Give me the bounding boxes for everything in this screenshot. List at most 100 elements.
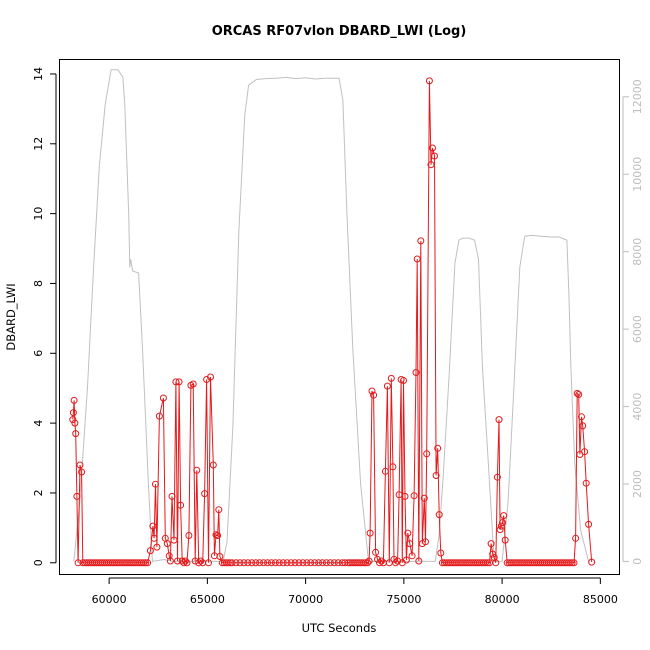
data-point xyxy=(341,559,349,567)
data-point xyxy=(180,559,188,567)
data-point xyxy=(330,559,338,567)
data-point xyxy=(387,374,395,382)
data-point xyxy=(236,559,244,567)
data-point xyxy=(425,77,433,85)
data-point xyxy=(381,467,389,475)
data-point xyxy=(394,557,402,565)
data-point xyxy=(420,494,428,502)
data-point xyxy=(159,394,167,402)
y-tick-label: 12 xyxy=(32,137,45,151)
y2-tick-label: 2000 xyxy=(631,470,644,498)
data-point xyxy=(166,557,174,565)
data-point xyxy=(193,466,201,474)
data-point xyxy=(489,550,497,558)
data-point xyxy=(311,559,319,567)
secondary-series xyxy=(73,69,590,562)
data-point xyxy=(275,559,283,567)
y-tick-label: 6 xyxy=(32,350,45,357)
data-point xyxy=(163,540,171,548)
data-point xyxy=(434,444,442,452)
data-point xyxy=(570,559,578,567)
data-point xyxy=(579,422,587,430)
data-point xyxy=(573,389,581,397)
data-point xyxy=(214,532,222,539)
data-point xyxy=(581,448,589,456)
x-tick-label: 80000 xyxy=(485,593,520,606)
data-point xyxy=(144,559,152,567)
plot-frame xyxy=(59,59,620,575)
data-point xyxy=(392,559,400,567)
y2-tick-label: 4000 xyxy=(631,393,644,421)
data-point xyxy=(303,559,311,567)
data-point xyxy=(413,255,421,263)
data-point xyxy=(264,559,271,567)
data-point xyxy=(484,559,492,567)
data-point xyxy=(572,534,580,542)
data-point xyxy=(152,480,159,488)
data-point xyxy=(279,559,287,567)
data-point xyxy=(410,492,418,500)
data-point xyxy=(287,559,295,567)
y-tick-label: 2 xyxy=(32,489,45,496)
x-tick-label: 60000 xyxy=(92,593,127,606)
data-point xyxy=(183,559,191,567)
data-point xyxy=(74,559,82,567)
x-tick-label: 65000 xyxy=(190,593,225,606)
data-point xyxy=(362,559,370,567)
data-point xyxy=(376,559,383,567)
y-tick-label: 10 xyxy=(32,207,45,221)
data-point xyxy=(207,373,214,381)
data-point xyxy=(174,557,181,565)
data-point xyxy=(140,559,148,567)
data-point xyxy=(404,529,412,537)
data-point xyxy=(334,559,342,567)
data-point xyxy=(497,522,505,530)
y-tick-label: 4 xyxy=(32,420,45,427)
data-point xyxy=(267,559,275,567)
data-point xyxy=(365,557,373,565)
data-point xyxy=(185,532,193,539)
data-point xyxy=(326,559,334,567)
data-point xyxy=(431,152,438,160)
data-point xyxy=(165,552,173,560)
data-point xyxy=(492,559,500,567)
data-point xyxy=(588,558,596,566)
data-point xyxy=(495,416,503,424)
data-point xyxy=(189,380,197,388)
y2-tick-label: 0 xyxy=(631,558,644,565)
x-tick-label: 75000 xyxy=(386,593,421,606)
data-point xyxy=(228,559,236,567)
x-axis-label: UTC Seconds xyxy=(302,621,377,635)
data-point xyxy=(69,416,77,424)
data-point xyxy=(256,559,264,567)
data-point xyxy=(364,559,372,567)
data-point xyxy=(201,490,209,498)
data-point xyxy=(155,412,163,420)
data-point xyxy=(496,526,504,534)
y2-tick-label: 8000 xyxy=(631,238,644,266)
data-point xyxy=(260,559,268,567)
data-point xyxy=(307,559,315,567)
data-point xyxy=(240,559,248,567)
data-point xyxy=(78,468,86,476)
data-point xyxy=(73,492,81,500)
data-point xyxy=(400,377,407,384)
data-point xyxy=(215,506,223,514)
data-point xyxy=(181,557,189,565)
data-point xyxy=(76,461,84,469)
y2-axis: 0 2000 4000 6000 8000 10000 12000 xyxy=(622,79,644,565)
data-point xyxy=(248,559,256,567)
primary-series xyxy=(69,77,596,567)
data-point xyxy=(70,396,78,404)
y-axis-label: DBARD_LWI xyxy=(4,283,18,350)
data-point xyxy=(368,387,376,395)
data-point xyxy=(482,559,490,567)
data-point xyxy=(175,378,183,386)
data-point xyxy=(499,519,506,527)
data-point xyxy=(315,559,323,567)
data-point xyxy=(487,540,495,548)
data-point xyxy=(429,144,436,152)
data-point xyxy=(72,430,80,438)
x-axis: 60000 65000 70000 75000 80000 85000 xyxy=(92,577,618,606)
y-tick-label: 8 xyxy=(32,280,45,287)
